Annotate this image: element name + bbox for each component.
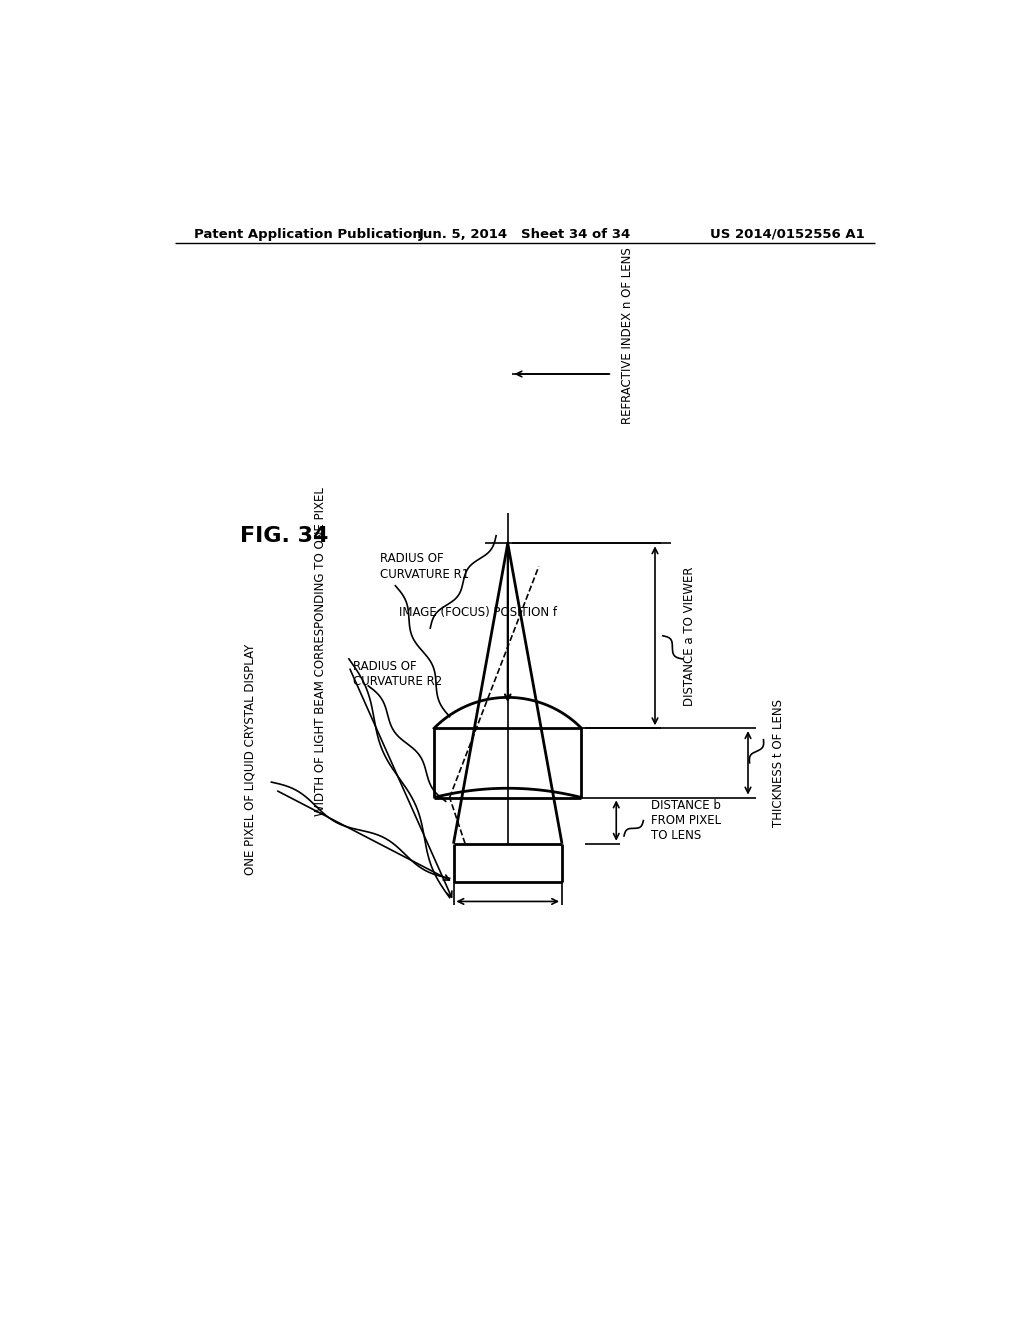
Text: REFRACTIVE INDEX n OF LENS: REFRACTIVE INDEX n OF LENS [622,247,635,424]
Text: DISTANCE a TO VIEWER: DISTANCE a TO VIEWER [683,566,696,706]
Text: US 2014/0152556 A1: US 2014/0152556 A1 [710,227,864,240]
Text: Jun. 5, 2014   Sheet 34 of 34: Jun. 5, 2014 Sheet 34 of 34 [419,227,631,240]
Text: FIG. 34: FIG. 34 [241,525,329,545]
Text: ONE PIXEL OF LIQUID CRYSTAL DISPLAY: ONE PIXEL OF LIQUID CRYSTAL DISPLAY [244,643,257,875]
Text: WIDTH OF LIGHT BEAM CORRESPONDING TO ONE PIXEL: WIDTH OF LIGHT BEAM CORRESPONDING TO ONE… [313,487,327,816]
Text: IMAGE (FOCUS) POSITION f: IMAGE (FOCUS) POSITION f [399,606,557,619]
Text: DISTANCE b
FROM PIXEL
TO LENS: DISTANCE b FROM PIXEL TO LENS [651,799,721,842]
Text: RADIUS OF
CURVATURE R2: RADIUS OF CURVATURE R2 [352,660,442,688]
Text: THICKNESS t OF LENS: THICKNESS t OF LENS [772,698,785,826]
Text: Patent Application Publication: Patent Application Publication [194,227,422,240]
Text: RADIUS OF
CURVATURE R1: RADIUS OF CURVATURE R1 [380,553,469,581]
